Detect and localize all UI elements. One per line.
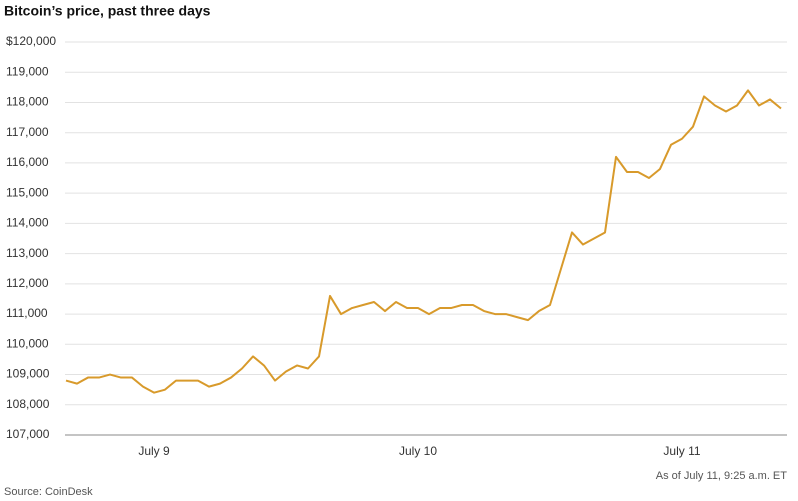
note: As of July 11, 9:25 a.m. ET	[656, 470, 788, 482]
price-line	[65, 89, 782, 394]
y-tick-label: 117,000	[6, 125, 49, 139]
y-tick-label: 116,000	[6, 155, 49, 169]
y-tick-label: 113,000	[6, 246, 49, 260]
source: Source: CoinDesk	[4, 486, 93, 498]
y-tick-label: $120,000	[6, 34, 56, 48]
y-tick-label: 107,000	[6, 427, 50, 441]
x-tick-label: July 11	[663, 444, 700, 458]
y-tick-label: 109,000	[6, 367, 50, 381]
y-tick-label: 114,000	[6, 216, 49, 230]
x-tick-label: July 9	[138, 444, 170, 458]
y-tick-label: 118,000	[6, 95, 49, 109]
y-tick-label: 112,000	[6, 276, 49, 290]
y-tick-label: 108,000	[6, 397, 50, 411]
y-tick-label: 115,000	[6, 185, 49, 199]
chart-title: Bitcoin’s price, past three days	[4, 3, 211, 19]
y-tick-label: 119,000	[6, 64, 49, 78]
y-tick-label: 111,000	[6, 306, 48, 320]
y-tick-label: 110,000	[6, 336, 49, 350]
x-tick-label: July 10	[399, 444, 437, 458]
